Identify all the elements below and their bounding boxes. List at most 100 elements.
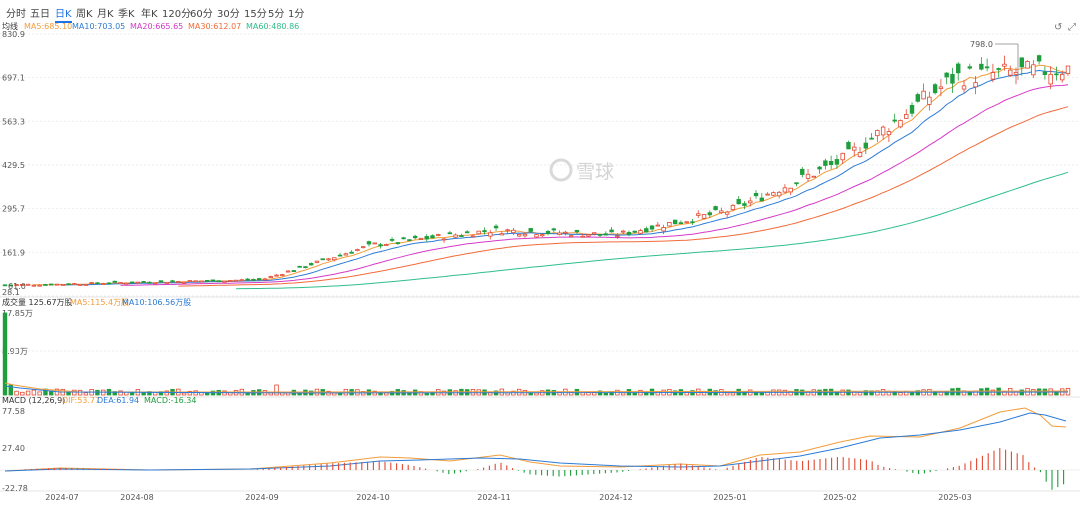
tab-11[interactable]: 5分	[268, 9, 285, 20]
candle-body	[499, 233, 505, 236]
candle-body	[672, 219, 678, 225]
candle-body	[1042, 71, 1048, 75]
candle-body	[765, 193, 770, 196]
candle-body	[153, 282, 158, 285]
volume-bar	[181, 392, 187, 396]
candle-body	[684, 221, 689, 224]
volume-bar	[505, 392, 510, 396]
candle-body	[511, 229, 516, 234]
volume-bar	[603, 392, 609, 396]
candle-body	[678, 222, 684, 225]
x-axis-label: 2024-10	[356, 493, 389, 502]
tab-7[interactable]: 120分	[162, 9, 192, 20]
price-y-tick: 28.1	[2, 288, 20, 297]
candle-body	[199, 280, 204, 283]
candle-body	[620, 230, 626, 233]
candle-body	[1019, 57, 1024, 68]
tab-8[interactable]: 60分	[190, 9, 213, 20]
candle-body	[49, 283, 54, 286]
candle-body	[580, 235, 585, 238]
tab-12[interactable]: 1分	[288, 9, 305, 20]
candle-body	[430, 235, 435, 239]
candle-body	[262, 278, 268, 281]
candle-body	[782, 187, 788, 193]
candle-body	[1025, 61, 1030, 69]
candle-body	[147, 281, 152, 284]
reset-button[interactable]: ↺	[1054, 22, 1062, 33]
candle-body	[8, 284, 13, 287]
candle-body	[944, 72, 949, 78]
fullscreen-button[interactable]: ⤢	[1068, 22, 1076, 33]
x-axis-label: 2025-03	[938, 493, 971, 502]
candle-body	[222, 280, 227, 283]
volume-bar	[632, 392, 637, 396]
tab-10[interactable]: 15分	[244, 9, 267, 20]
volume-bar	[187, 390, 193, 396]
candle-body	[493, 225, 499, 229]
candle-body	[72, 283, 77, 286]
candle-body	[37, 284, 42, 287]
candle-body	[285, 270, 291, 273]
candle-body	[516, 233, 522, 237]
candle-body	[256, 278, 262, 281]
volume-bar	[857, 392, 863, 396]
tab-1[interactable]: 五日	[30, 9, 50, 20]
macd-y-tick: 77.58	[2, 407, 25, 416]
candle-body	[869, 137, 874, 140]
candle-body	[597, 234, 603, 236]
candle-body	[615, 235, 620, 238]
candle-body	[967, 66, 972, 69]
max-annotation: 798.0	[970, 40, 993, 49]
volume-bar	[118, 390, 123, 396]
volume-bar	[759, 392, 765, 396]
candle-body	[228, 280, 233, 282]
candle-body	[586, 234, 591, 237]
candle-body	[441, 238, 447, 241]
candle-body	[701, 214, 707, 219]
candle-body	[973, 82, 978, 88]
price-y-tick: 295.7	[2, 205, 25, 214]
candle-body	[89, 282, 94, 284]
candle-body	[1048, 73, 1053, 85]
candle-body	[794, 182, 799, 185]
candle-body	[568, 235, 574, 238]
candle-body	[713, 206, 718, 211]
candle-body	[470, 235, 476, 238]
candle-body	[592, 232, 597, 235]
candle-body	[984, 66, 990, 69]
candle-body	[297, 265, 302, 268]
candle-body	[759, 197, 765, 202]
candle-body	[828, 161, 834, 165]
candle-body	[447, 232, 453, 235]
price-panel-label: 均线	[2, 21, 18, 31]
volume-ma10-line	[4, 385, 1069, 394]
candle-body	[112, 280, 117, 283]
tab-4[interactable]: 月K	[97, 9, 114, 20]
tab-6[interactable]: 年K	[141, 9, 158, 20]
price-legend-item: MA30:612.07	[188, 22, 241, 31]
tab-9[interactable]: 30分	[217, 9, 240, 20]
candle-body	[505, 229, 510, 232]
candle-body	[909, 104, 915, 114]
volume-bar	[730, 392, 736, 396]
tab-0[interactable]: 分时	[6, 9, 26, 20]
volume-bar	[37, 391, 42, 396]
candle-body	[239, 279, 245, 282]
tab-2[interactable]: 日K	[55, 5, 72, 23]
tab-3[interactable]: 周K	[76, 9, 93, 20]
candle-body	[632, 230, 637, 233]
candle-body	[736, 199, 741, 205]
candle-body	[268, 276, 273, 278]
candle-body	[990, 72, 996, 80]
candle-body	[360, 246, 366, 249]
candle-body	[950, 74, 955, 84]
candle-body	[696, 213, 701, 216]
candle-body	[846, 141, 851, 150]
candle-body	[66, 283, 71, 286]
candle-body	[534, 234, 539, 238]
candle-body	[118, 282, 123, 285]
macd-legend-item: DEA:61.94	[97, 396, 139, 405]
tab-5[interactable]: 季K	[118, 9, 135, 20]
volume-bar	[834, 392, 840, 396]
